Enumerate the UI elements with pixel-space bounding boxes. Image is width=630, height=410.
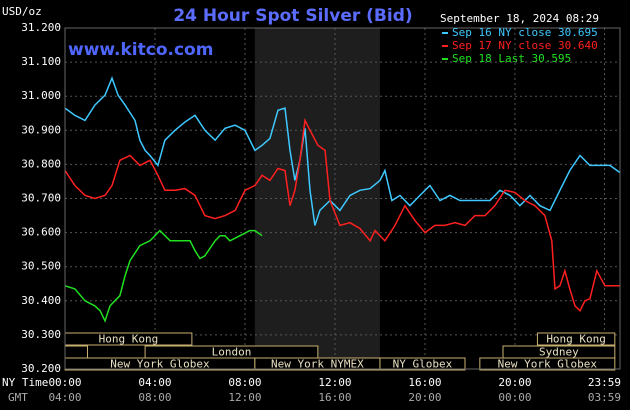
- gmt-label: GMT: [8, 391, 28, 404]
- legend-label: Sep 17 NY close 30.640: [452, 39, 598, 52]
- legend-label: Sep 18 Last 30.595: [452, 52, 571, 65]
- x-tick-label: 00:00: [48, 376, 81, 389]
- unit-label: USD/oz: [2, 5, 42, 18]
- gmt-tick-label: 04:00: [48, 391, 81, 404]
- y-tick-label: 31.100: [21, 55, 61, 68]
- y-tick-label: 30.800: [21, 157, 61, 170]
- session-label: Hong Kong: [546, 333, 606, 346]
- session-label: London: [212, 346, 252, 359]
- x-tick-label: 08:00: [228, 376, 261, 389]
- x-tick-label: 23:59: [588, 376, 621, 389]
- session-bar: [64, 345, 88, 359]
- y-tick-label: 31.000: [21, 89, 61, 102]
- y-tick-label: 30.200: [21, 362, 61, 375]
- gmt-tick-label: 20:00: [408, 391, 441, 404]
- y-tick-label: 30.500: [21, 260, 61, 273]
- plot-frame: [64, 27, 621, 370]
- x-tick-label: 20:00: [498, 376, 531, 389]
- gmt-tick-label: 03:59: [588, 391, 621, 404]
- ny-time-label: NY Time: [2, 376, 48, 389]
- y-tick-label: 30.600: [21, 226, 61, 239]
- x-tick-label: 16:00: [408, 376, 441, 389]
- y-tick-label: 30.300: [21, 328, 61, 341]
- session-label: New York Globex: [110, 358, 210, 371]
- plot-layer: 30.200 30.300 30.400 30.500 30.600 30.700 30.8…: [21, 21, 621, 404]
- session-label: Hong Kong: [99, 333, 159, 346]
- series-line: [64, 76, 621, 226]
- session-label: Sydney: [539, 346, 579, 359]
- gmt-tick-label: 00:00: [498, 391, 531, 404]
- y-tick-label: 30.700: [21, 192, 61, 205]
- y-tick-label: 30.900: [21, 123, 61, 136]
- session-label: New York NYMEX: [271, 358, 364, 371]
- gmt-tick-label: 12:00: [228, 391, 261, 404]
- timestamp: September 18, 2024 08:29: [440, 12, 599, 25]
- session-bar: [379, 357, 466, 371]
- series-line: [64, 229, 263, 323]
- session-label: NY Globex: [393, 358, 453, 371]
- gmt-tick-label: 08:00: [138, 391, 171, 404]
- legend-label: Sep 16 NY close 30.695: [452, 26, 598, 39]
- series-line: [64, 117, 620, 312]
- y-tick-label: 30.400: [21, 294, 61, 307]
- session-bar: [479, 357, 616, 371]
- chart-title: 24 Hour Spot Silver (Bid): [173, 6, 412, 26]
- session-label: New York Globex: [498, 358, 598, 371]
- x-tick-label: 12:00: [318, 376, 351, 389]
- watermark: www.kitco.com: [68, 40, 213, 60]
- y-tick-label: 31.200: [21, 21, 61, 34]
- session-bar: [536, 332, 616, 346]
- x-tick-label: 04:00: [138, 376, 171, 389]
- gmt-tick-label: 16:00: [318, 391, 351, 404]
